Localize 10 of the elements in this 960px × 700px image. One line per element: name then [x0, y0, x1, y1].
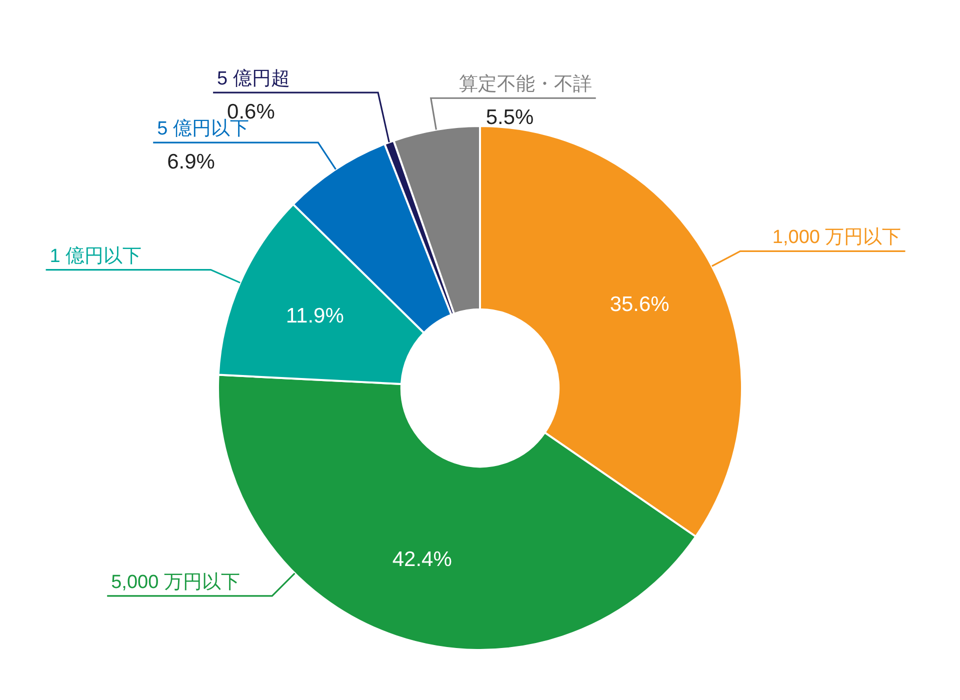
slice-label: 算定不能・不詳: [458, 73, 592, 96]
slice-label: 1 億円以下: [50, 246, 142, 267]
slice-label: 5 億円超: [217, 68, 290, 90]
slice-label: 5,000 万円以下: [111, 572, 240, 593]
slice-label: 1,000 万円以下: [772, 227, 902, 248]
data-label: 5.5%: [486, 106, 534, 130]
data-label: 6.9%: [167, 150, 215, 174]
data-label: 42.4%: [392, 548, 452, 571]
data-label: 11.9%: [286, 304, 344, 328]
data-label: 35.6%: [610, 293, 670, 316]
